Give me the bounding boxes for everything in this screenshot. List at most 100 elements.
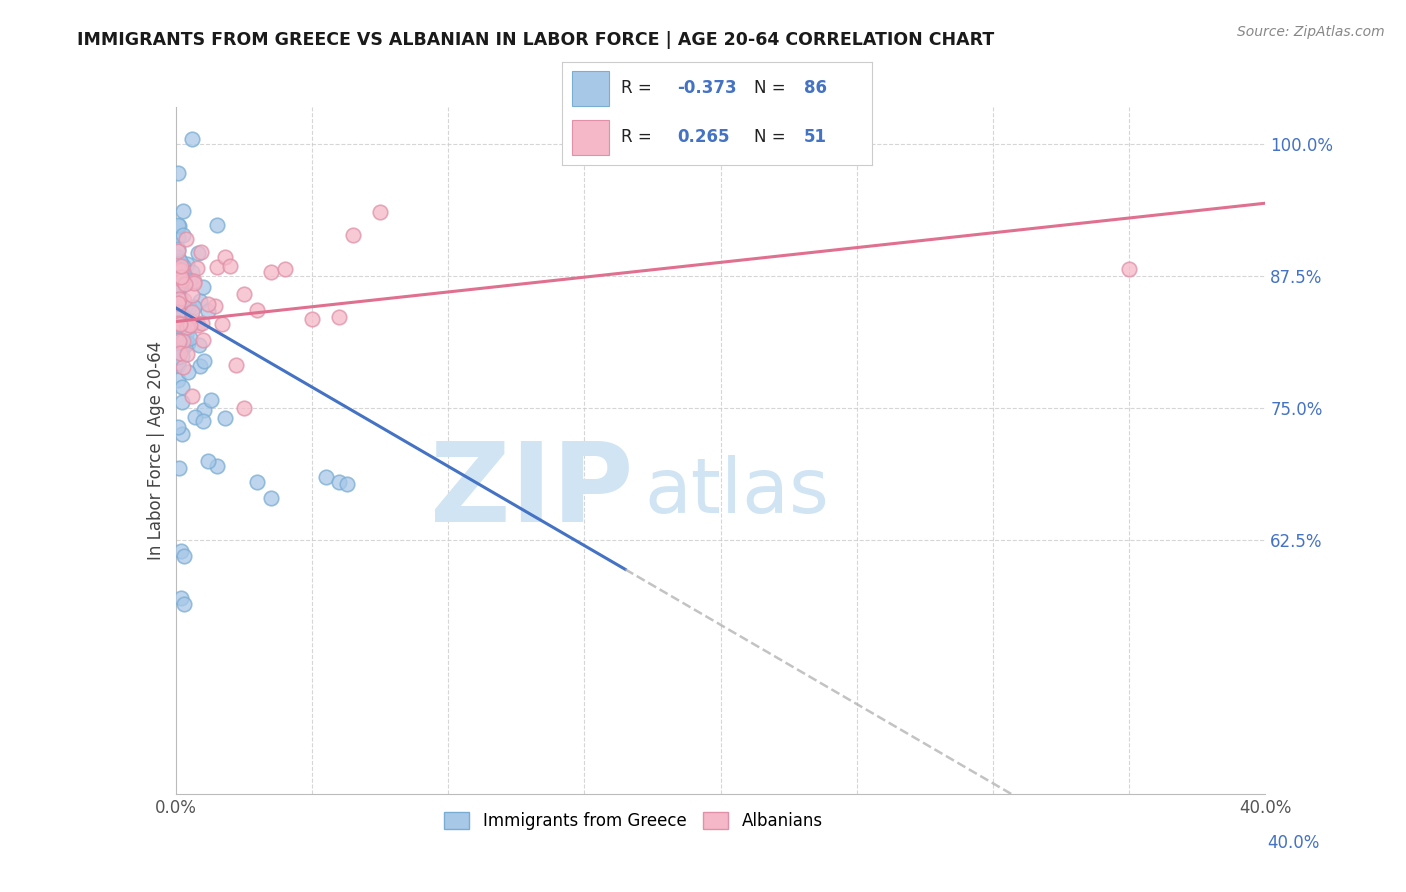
Point <box>176 347 198 361</box>
Point <box>167 461 190 475</box>
Point <box>167 356 190 370</box>
Point <box>167 420 190 434</box>
Point <box>225 359 247 373</box>
Point <box>167 262 190 277</box>
Point <box>204 299 226 313</box>
Point <box>172 359 194 374</box>
Point <box>187 337 209 351</box>
Point <box>183 274 205 288</box>
Point <box>167 303 190 318</box>
Point <box>167 219 190 234</box>
Point <box>205 459 228 474</box>
Point <box>169 346 191 360</box>
Point <box>169 254 191 268</box>
Point <box>167 243 190 257</box>
Point <box>167 316 190 330</box>
Point <box>167 339 190 353</box>
Legend: Immigrants from Greece, Albanians: Immigrants from Greece, Albanians <box>437 805 830 837</box>
Text: R =: R = <box>621 128 662 146</box>
Text: 0.265: 0.265 <box>676 128 730 146</box>
Point <box>173 293 195 308</box>
Point <box>167 244 190 259</box>
Point <box>368 204 391 219</box>
Text: 86: 86 <box>804 79 827 97</box>
Point <box>167 334 190 348</box>
Point <box>173 316 195 330</box>
Point <box>246 303 269 318</box>
Point <box>170 350 193 364</box>
Point <box>167 251 190 265</box>
Point <box>167 332 190 346</box>
Point <box>214 250 236 264</box>
Point <box>274 261 297 276</box>
Point <box>170 427 193 442</box>
Point <box>170 263 193 277</box>
Point <box>167 262 190 277</box>
Point <box>260 265 283 279</box>
Point <box>167 288 190 302</box>
Point <box>181 304 204 318</box>
Point <box>177 335 200 350</box>
Point <box>188 294 211 309</box>
Point <box>190 317 212 331</box>
Point <box>186 316 208 330</box>
Point <box>181 315 204 329</box>
Point <box>214 411 236 425</box>
Point <box>167 313 190 327</box>
Point <box>336 477 359 491</box>
Point <box>174 326 197 341</box>
Point <box>179 318 201 333</box>
Point <box>169 318 191 332</box>
Point <box>193 353 215 368</box>
Text: R =: R = <box>621 79 657 97</box>
Point <box>197 297 219 311</box>
Point <box>167 292 190 306</box>
Point <box>174 310 197 324</box>
Point <box>167 288 190 302</box>
Point <box>1118 261 1140 276</box>
Point <box>167 350 190 364</box>
Text: 51: 51 <box>804 128 827 146</box>
Point <box>180 287 202 301</box>
FancyBboxPatch shape <box>572 120 609 155</box>
Text: IMMIGRANTS FROM GREECE VS ALBANIAN IN LABOR FORCE | AGE 20-64 CORRELATION CHART: IMMIGRANTS FROM GREECE VS ALBANIAN IN LA… <box>77 31 994 49</box>
Point <box>167 289 190 303</box>
Point <box>167 295 190 310</box>
Point <box>197 454 219 468</box>
Point <box>186 261 208 276</box>
Point <box>176 257 198 271</box>
Point <box>167 317 190 331</box>
Point <box>197 303 219 318</box>
Point <box>260 491 283 505</box>
Point <box>183 276 205 290</box>
Point <box>205 260 228 275</box>
Point <box>167 313 190 327</box>
Point <box>167 358 190 372</box>
Point <box>315 470 337 484</box>
Point <box>184 410 207 425</box>
Point <box>176 319 198 334</box>
Point <box>167 293 190 308</box>
Point <box>181 265 204 279</box>
Point <box>167 279 190 293</box>
Point <box>172 227 194 242</box>
Text: -0.373: -0.373 <box>676 79 737 97</box>
Point <box>170 306 193 320</box>
Point <box>172 341 194 355</box>
Point <box>301 311 323 326</box>
Point <box>167 165 190 179</box>
Text: N =: N = <box>754 128 792 146</box>
Point <box>232 287 254 301</box>
Point <box>169 306 191 320</box>
Point <box>170 270 193 285</box>
Point <box>172 326 194 340</box>
Point <box>169 262 191 277</box>
Point <box>170 273 193 287</box>
Point <box>169 292 191 306</box>
Point <box>246 475 269 490</box>
Point <box>167 373 190 387</box>
Point <box>172 380 194 394</box>
Point <box>169 289 191 303</box>
Point <box>205 219 228 233</box>
Point <box>193 279 215 293</box>
